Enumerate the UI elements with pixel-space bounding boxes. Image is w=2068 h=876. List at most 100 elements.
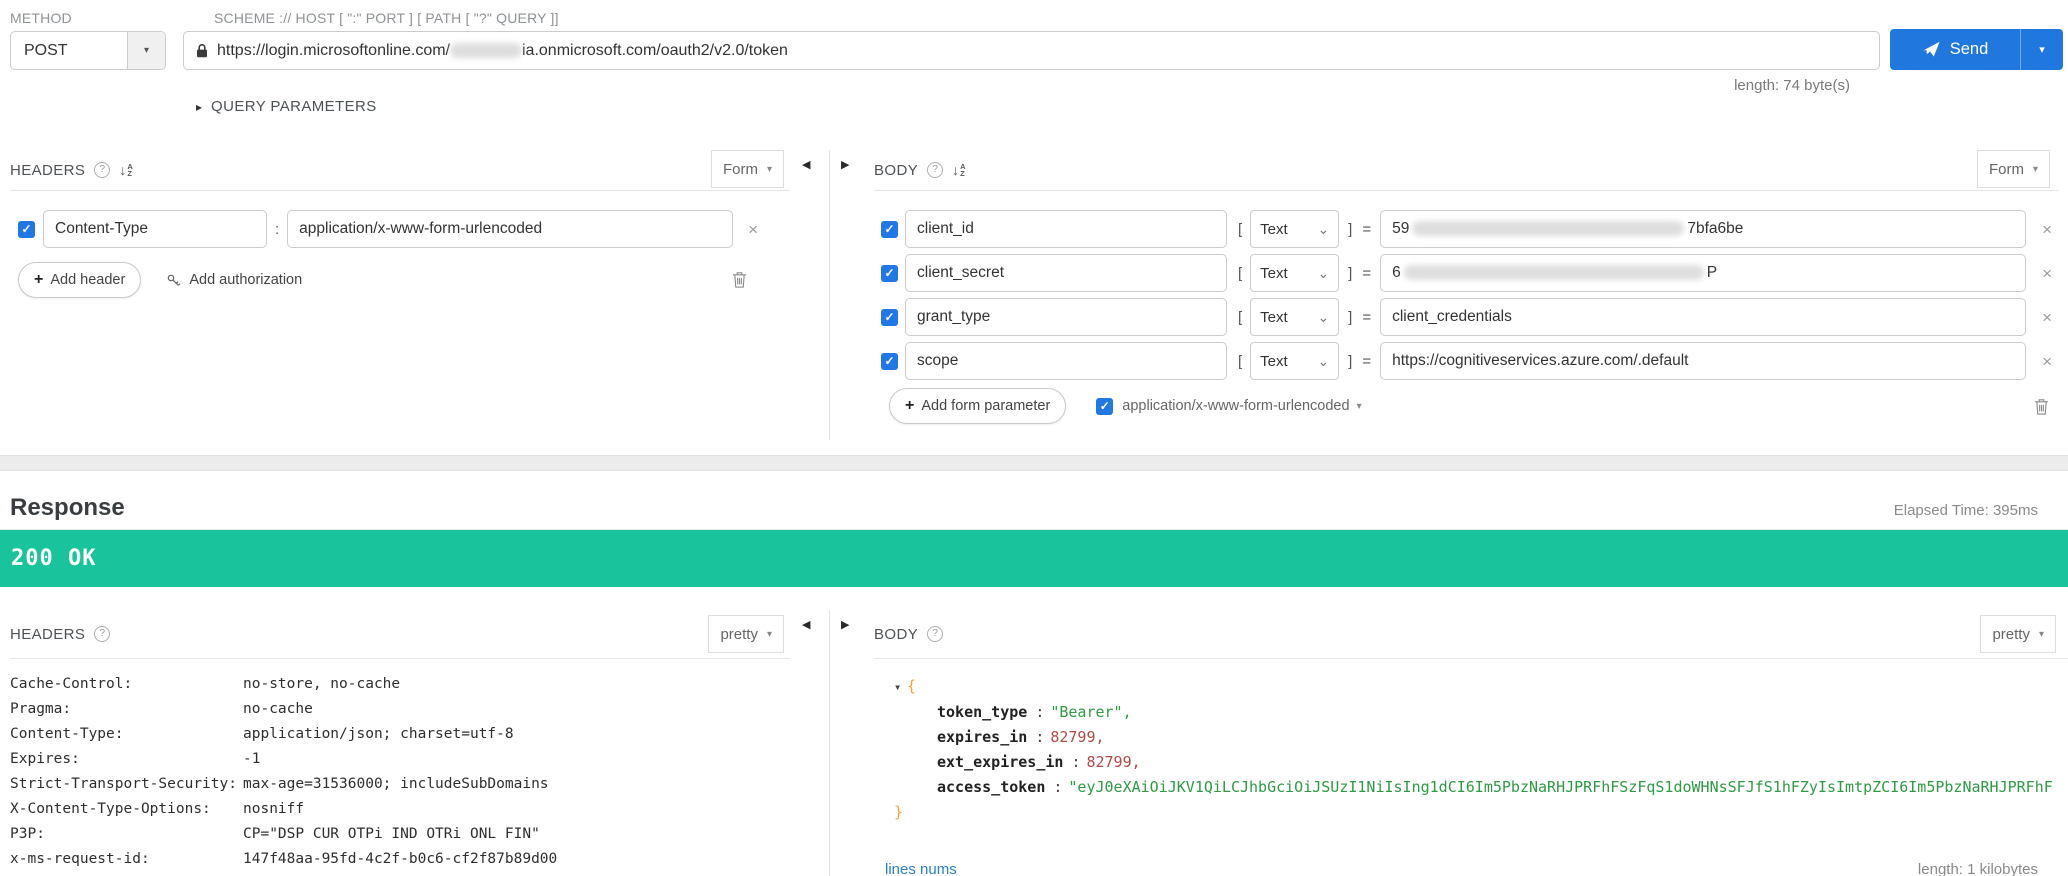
remove-param-button[interactable]: × — [2042, 219, 2053, 239]
response-divider-line — [0, 529, 2068, 530]
body-actions-row: + Add form parameter ✓ application/x-www… — [874, 388, 2058, 424]
collapse-node-icon[interactable]: ▾ — [894, 680, 902, 694]
expand-arrow-icon: ▸ — [196, 99, 203, 114]
header-name-input[interactable]: Content-Type — [43, 210, 267, 248]
status-code-text: 200 OK — [11, 546, 97, 571]
remove-param-button[interactable]: × — [2042, 351, 2053, 371]
response-header-row: Content-Type: application/json; charset=u… — [10, 726, 514, 742]
body-view-mode-select[interactable]: Form ▾ — [1976, 150, 2050, 188]
response-header-row: Strict-Transport-Security: max-age=315360… — [10, 776, 549, 792]
param-value-input[interactable]: 59 7bfa6be — [1380, 210, 2027, 248]
add-header-button[interactable]: + Add header — [18, 262, 142, 298]
caret-down-icon: ▾ — [1356, 400, 1362, 412]
param-type-select[interactable]: Text ⌄ — [1250, 210, 1340, 248]
encoding-label[interactable]: application/x-www-form-urlencoded — [1122, 398, 1350, 414]
select-chevron-icon: ⌄ — [1317, 308, 1330, 325]
request-pane-divider — [829, 150, 830, 440]
form-param-row: ✓ client_id [ Text ⌄ ] = 59 7bfa6be × — [874, 210, 2058, 248]
remove-header-button[interactable]: × — [748, 219, 759, 239]
redacted-value — [1403, 265, 1704, 281]
form-param-row: ✓ scope [ Text ⌄ ] = https://cognitivese… — [874, 342, 2058, 380]
collapse-right-pane-icon[interactable]: ▶ — [841, 619, 850, 631]
response-pane-divider — [829, 610, 830, 876]
select-chevron-icon: ⌄ — [1317, 264, 1330, 281]
select-chevron-icon: ⌄ — [1317, 352, 1330, 369]
send-button-main[interactable]: Send — [1890, 29, 2020, 70]
help-icon[interactable]: ? — [94, 626, 111, 642]
add-authorization-button[interactable]: Add authorization — [166, 272, 302, 288]
response-header-row: x-ms-request-id: 147f48aa-95fd-4c2f-b0c6-… — [10, 851, 558, 867]
encoding-checkbox[interactable]: ✓ — [1096, 397, 1114, 415]
response-length-text: length: 1 kilobytes — [1917, 861, 2038, 876]
param-value-input[interactable]: client_credentials — [1380, 298, 2027, 336]
help-icon[interactable]: ? — [927, 162, 944, 178]
response-header-row: P3P: CP="DSP CUR OTPi IND OTRi ONL FIN" — [10, 826, 540, 842]
remove-param-button[interactable]: × — [2042, 307, 2053, 327]
param-type-select[interactable]: Text ⌄ — [1250, 298, 1340, 336]
collapse-left-pane-icon[interactable]: ◀ — [802, 159, 811, 171]
param-name-input[interactable]: client_id — [905, 210, 1227, 248]
collapse-left-pane-icon[interactable]: ◀ — [802, 619, 811, 631]
param-name-input[interactable]: grant_type — [905, 298, 1227, 336]
param-enabled-checkbox[interactable]: ✓ — [881, 220, 898, 238]
clear-headers-trash-icon[interactable] — [732, 271, 747, 288]
response-headers-title: HEADERS — [10, 625, 86, 643]
header-value-input[interactable]: application/x-www-form-urlencoded — [287, 210, 734, 248]
send-options-caret[interactable]: ▾ — [2020, 29, 2063, 70]
param-value-input[interactable]: https://cognitiveservices.azure.com/.def… — [1380, 342, 2027, 380]
request-body-title: BODY — [874, 161, 919, 179]
response-body-panel: BODY ? pretty ▾ ▾{ token_type: "Bearer", … — [874, 610, 2068, 876]
method-label: METHOD — [10, 10, 72, 26]
header-row: ✓ Content-Type : application/x-www-form-… — [10, 210, 790, 248]
response-title: Response — [10, 494, 125, 521]
query-parameters-toggle[interactable]: ▸ QUERY PARAMETERS — [196, 98, 377, 115]
query-parameters-label: QUERY PARAMETERS — [211, 98, 377, 115]
section-divider — [0, 455, 2068, 471]
clear-body-trash-icon[interactable] — [2034, 398, 2049, 415]
request-headers-title: HEADERS — [10, 161, 86, 179]
response-header-row: Pragma: no-cache — [10, 701, 313, 717]
param-enabled-checkbox[interactable]: ✓ — [881, 352, 898, 370]
add-form-parameter-button[interactable]: + Add form parameter — [889, 388, 1067, 424]
help-icon[interactable]: ? — [94, 162, 111, 178]
json-row: token_type: "Bearer", — [937, 703, 1132, 721]
elapsed-time-text: Elapsed Time: 395ms — [1893, 502, 2038, 519]
param-enabled-checkbox[interactable]: ✓ — [881, 308, 898, 326]
header-enabled-checkbox[interactable]: ✓ — [18, 220, 35, 238]
response-headers-view-mode-select[interactable]: pretty ▾ — [708, 615, 784, 653]
method-select[interactable]: POST ▾ — [10, 31, 166, 70]
json-row: access_token: "eyJ0eXAiOiJKV1QiLCJhbGciOi… — [937, 778, 2053, 796]
redacted-tenant — [450, 42, 522, 58]
send-button[interactable]: Send ▾ — [1890, 29, 2063, 70]
headers-view-mode-select[interactable]: Form ▾ — [710, 150, 784, 188]
url-scheme-label: SCHEME :// HOST [ ":" PORT ] [ PATH [ "?… — [214, 10, 559, 26]
caret-down-icon: ▾ — [2032, 163, 2038, 175]
send-button-label: Send — [1949, 40, 1989, 58]
url-input[interactable]: https://login.microsoftonline.com/ia.onm… — [183, 31, 1880, 70]
method-select-caret-icon[interactable]: ▾ — [127, 32, 165, 69]
response-headers-list: Cache-Control: no-store, no-cache Pragma:… — [10, 672, 790, 872]
select-chevron-icon: ⌄ — [1317, 220, 1330, 237]
colon-separator: : — [275, 220, 280, 238]
param-type-select[interactable]: Text ⌄ — [1250, 342, 1340, 380]
collapse-right-pane-icon[interactable]: ▶ — [841, 159, 850, 171]
param-type-select[interactable]: Text ⌄ — [1250, 254, 1340, 292]
param-enabled-checkbox[interactable]: ✓ — [881, 264, 898, 282]
key-icon — [166, 273, 181, 288]
response-body-title: BODY — [874, 625, 919, 643]
response-body-view-mode-select[interactable]: pretty ▾ — [1980, 615, 2056, 653]
lock-icon — [196, 43, 208, 58]
param-name-input[interactable]: scope — [905, 342, 1227, 380]
lines-nums-link[interactable]: lines nums — [885, 861, 957, 876]
status-banner: 200 OK — [0, 530, 2068, 587]
help-icon[interactable]: ? — [927, 626, 944, 642]
param-name-input[interactable]: client_secret — [905, 254, 1227, 292]
remove-param-button[interactable]: × — [2042, 263, 2053, 283]
request-length-text: length: 74 byte(s) — [1734, 77, 1850, 94]
